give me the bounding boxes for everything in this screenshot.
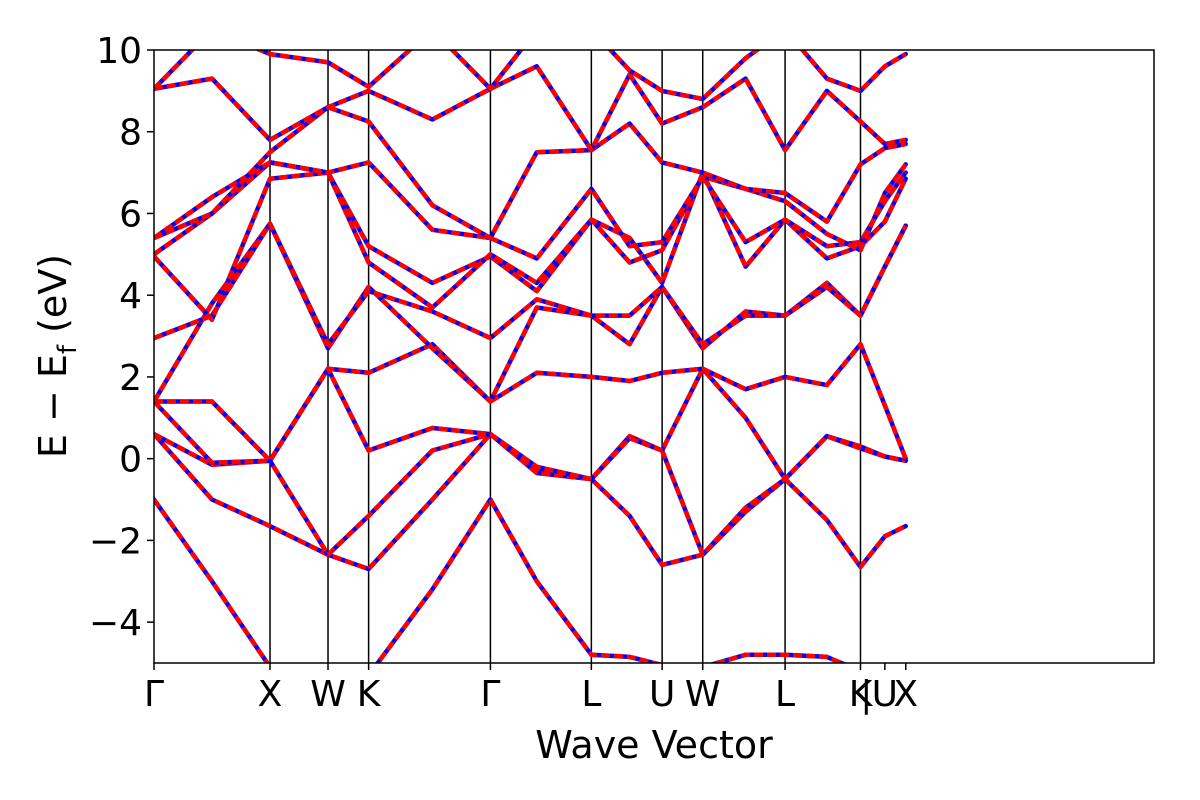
- x-tick-label: L: [581, 674, 601, 715]
- x-tick-label: K: [357, 674, 382, 715]
- band-line-dashed: [154, 170, 908, 322]
- x-tick-label: U: [649, 674, 675, 715]
- band-line-dashed: [154, 366, 907, 482]
- x-tick-label: W: [310, 674, 346, 715]
- y-tick-label: 2: [119, 358, 142, 399]
- y-axis-title-unit: (eV): [31, 254, 75, 345]
- band-line-dashed: [154, 497, 847, 663]
- y-axis-title-main: E − E: [31, 354, 75, 458]
- x-tick-label: U: [872, 674, 898, 715]
- y-tick-label: 4: [119, 276, 142, 317]
- x-axis-ticks: Γ X W K Γ L U W L K| UX: [144, 663, 918, 715]
- band-line-dashed: [154, 160, 908, 261]
- y-tick-label: 8: [119, 113, 142, 154]
- y-axis-title: E − Ef (eV): [31, 254, 83, 458]
- y-tick-label: −4: [89, 603, 142, 644]
- band-curves: [154, 50, 908, 663]
- y-axis-title-subscript: f: [53, 344, 83, 354]
- band-line-dashed: [154, 431, 907, 572]
- x-tick-label: X: [258, 674, 283, 715]
- x-tick-label: Γ: [480, 674, 500, 715]
- band-line-solid: [154, 341, 908, 463]
- plot-frame: [153, 49, 1155, 664]
- y-tick-label: −2: [89, 521, 142, 562]
- x-tick-label: X: [893, 674, 918, 715]
- band-line-dashed: [154, 50, 907, 102]
- band-line-dashed: [154, 221, 908, 347]
- x-tick-label: |: [860, 674, 872, 715]
- x-tick-label: L: [775, 674, 795, 715]
- y-tick-label: 6: [119, 194, 142, 235]
- x-tick-label: W: [685, 674, 721, 715]
- band-line-dashed: [154, 64, 907, 153]
- y-tick-label: 0: [119, 440, 142, 481]
- x-tick-label: K: [849, 674, 874, 715]
- x-axis-title: Wave Vector: [535, 723, 773, 767]
- y-tick-label: 10: [96, 31, 142, 72]
- x-tick-label: Γ: [144, 674, 164, 715]
- y-axis-ticks: −4 −2 0 2 4 6 8 10: [89, 31, 154, 644]
